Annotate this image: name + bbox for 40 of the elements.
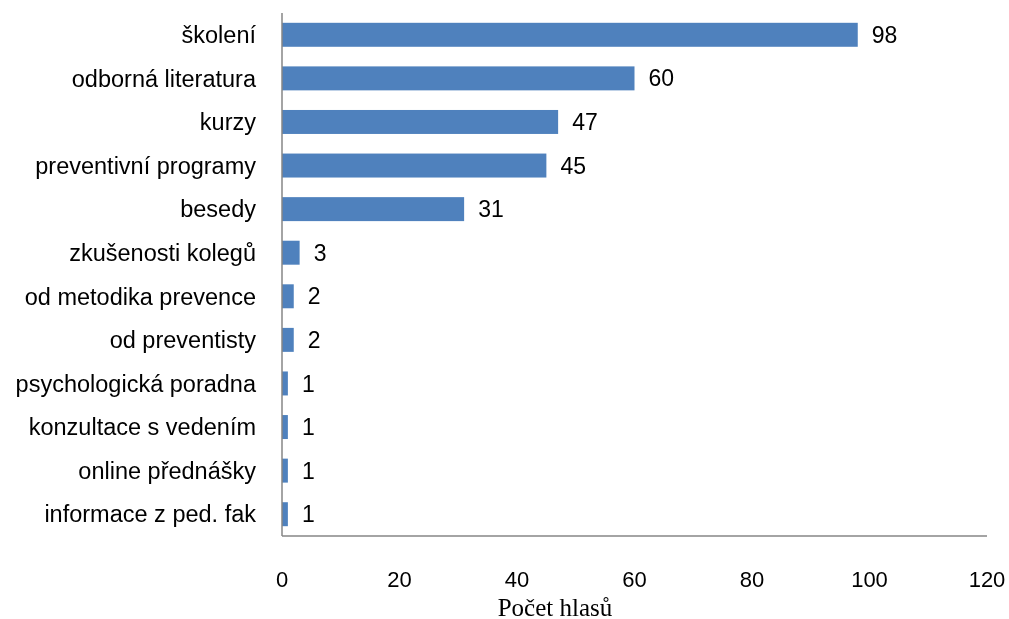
bar [282, 327, 294, 352]
x-tick-label: 100 [851, 566, 888, 592]
y-tick-label: konzultace s vedením [28, 414, 256, 441]
y-tick-label: školení [181, 22, 257, 49]
data-label: 1 [301, 501, 315, 528]
data-label: 31 [478, 196, 504, 223]
x-tick-label: 40 [504, 566, 530, 592]
y-tick-label: psychologická poradna [15, 370, 257, 397]
x-tick-label: 80 [739, 566, 765, 592]
data-label: 1 [301, 370, 315, 397]
y-tick-label: od preventisty [109, 327, 257, 354]
bar [282, 197, 465, 222]
y-tick-label: zkušenosti kolegů [69, 239, 256, 266]
bar [282, 153, 547, 178]
data-label: 2 [307, 283, 321, 310]
x-axis-title: Počet hlasů [497, 593, 613, 619]
bar [282, 109, 559, 134]
bar [282, 22, 858, 47]
data-label: 1 [301, 414, 315, 441]
bar [282, 284, 294, 309]
y-tick-label: od metodika prevence [24, 283, 256, 310]
y-tick-label: odborná literatura [71, 65, 257, 92]
data-label: 98 [871, 21, 898, 48]
x-tick-label: 20 [387, 566, 412, 592]
y-tick-label: informace z ped. fak [44, 501, 257, 528]
bar [282, 240, 300, 265]
y-tick-label: online přednášky [78, 457, 257, 484]
data-label: 1 [301, 457, 315, 484]
data-label: 45 [560, 152, 586, 179]
x-tick-label: 60 [622, 566, 647, 592]
x-tick-label: 0 [275, 566, 289, 592]
bar [282, 66, 635, 91]
x-tick-label: 120 [968, 566, 1006, 592]
data-label: 47 [572, 109, 598, 136]
y-tick-label: kurzy [199, 109, 257, 136]
y-tick-label: besedy [180, 196, 257, 223]
data-label: 3 [313, 239, 327, 266]
data-label: 60 [648, 65, 675, 92]
y-tick-label: preventivní programy [35, 152, 257, 179]
data-label: 2 [307, 326, 321, 353]
